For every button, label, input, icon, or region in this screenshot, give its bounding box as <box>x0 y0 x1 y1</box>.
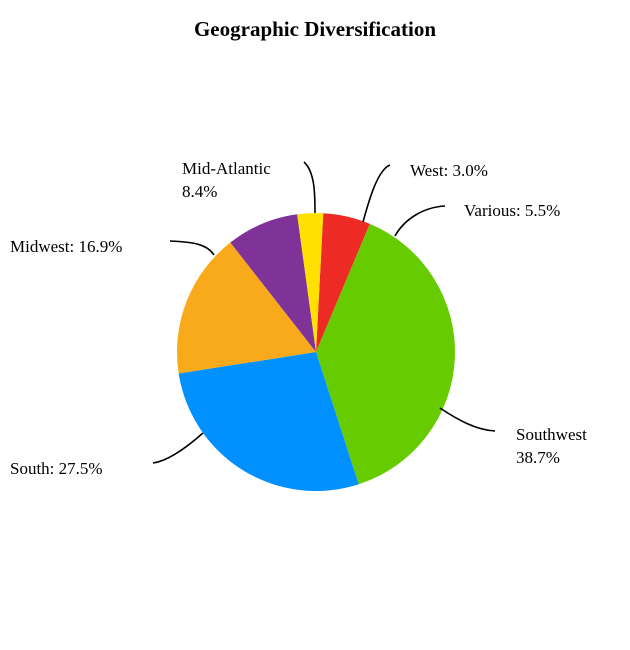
slice-label-line: Southwest <box>516 425 587 444</box>
pie-slice-southwest <box>316 223 456 485</box>
slice-label-line: West: 3.0% <box>410 161 488 180</box>
chart-title: Geographic Diversification <box>194 17 436 41</box>
slice-label-midwest: Midwest: 16.9% <box>10 237 122 256</box>
slice-label-line: 38.7% <box>516 448 560 467</box>
slice-label-line: South: 27.5% <box>10 459 103 478</box>
slice-label-mid-atlantic: Mid-Atlantic 8.4% <box>182 159 271 201</box>
leader-line-various <box>394 205 446 237</box>
pie-slice-mid-atlantic <box>230 214 316 352</box>
pie-slices <box>177 213 456 492</box>
pie-slice-south <box>178 352 359 492</box>
pie-slice-midwest <box>177 242 316 374</box>
leader-line-south <box>152 432 204 464</box>
slice-label-line: Mid-Atlantic <box>182 159 271 178</box>
leader-line-southwest <box>439 407 496 432</box>
leader-line-mid-atlantic <box>303 161 316 214</box>
leader-lines <box>152 161 496 464</box>
slice-label-south: South: 27.5% <box>10 459 103 478</box>
slice-label-west: West: 3.0% <box>410 161 488 180</box>
leader-line-west <box>362 164 391 223</box>
leader-line-midwest <box>169 240 215 256</box>
pie-slice-west <box>297 213 324 352</box>
slice-label-line: Various: 5.5% <box>464 201 560 220</box>
pie-slice-various <box>316 213 370 352</box>
slice-label-various: Various: 5.5% <box>464 201 560 220</box>
slice-label-line: 8.4% <box>182 182 217 201</box>
slice-labels: Various: 5.5% Southwest 38.7% South: 27.5% M… <box>10 159 587 478</box>
slice-label-southwest: Southwest 38.7% <box>516 425 587 467</box>
slice-label-line: Midwest: 16.9% <box>10 237 122 256</box>
